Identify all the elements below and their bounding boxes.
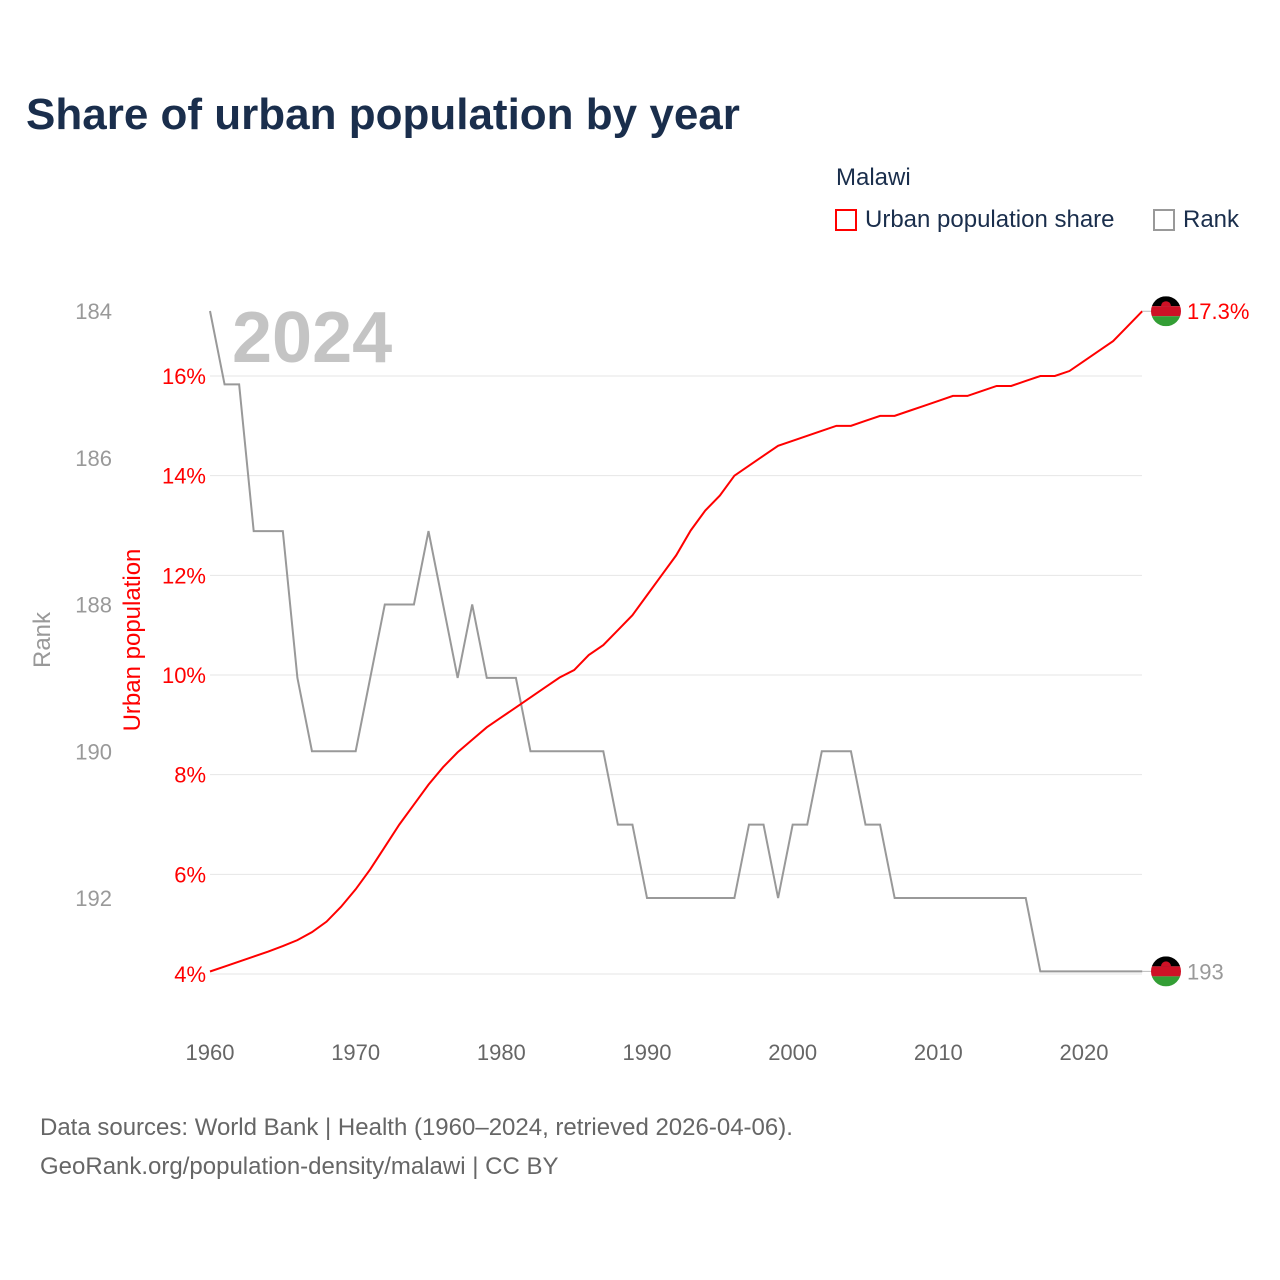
x-tick-label: 1980	[477, 1040, 526, 1065]
y-tick-label: 6%	[174, 862, 206, 887]
chart-area: 2024 4% 6% 8% 10% 12% 14% 16% 184 186 188 190 192 19…	[29, 296, 1249, 1065]
malawi-flag-icon	[1151, 296, 1181, 327]
source-link[interactable]: GeoRank.org/population-density/malawi | …	[40, 1153, 559, 1180]
chart-title: Share of urban population by year	[26, 90, 740, 139]
y2-tick-label: 186	[75, 446, 112, 471]
rank-end-label: 193	[1187, 959, 1224, 984]
x-tick-label: 1990	[623, 1040, 672, 1065]
legend-label: Urban population share	[865, 206, 1115, 233]
x-tick-label: 1970	[331, 1040, 380, 1065]
urban-share-line	[209, 310, 1143, 973]
legend-swatch-rank	[1153, 209, 1175, 231]
rank-line	[209, 310, 1143, 973]
y2-tick-label: 184	[75, 299, 112, 324]
legend-title: Malawi	[836, 164, 911, 191]
y-tick-label: 4%	[174, 962, 206, 987]
y-tick-label: 14%	[162, 464, 206, 489]
x-tick-label: 2020	[1060, 1040, 1109, 1065]
legend-swatch-urban	[835, 209, 857, 231]
year-watermark: 2024	[232, 298, 392, 378]
flag-stripe-green	[1151, 316, 1181, 327]
legend-item-urban[interactable]: Urban population share	[835, 206, 1115, 234]
flag-stripe-green	[1151, 976, 1181, 987]
y-tick-label: 10%	[162, 663, 206, 688]
malawi-flag-icon-rank	[1151, 956, 1181, 987]
flag-stripe-red	[1151, 966, 1181, 977]
legend-item-rank[interactable]: Rank	[1153, 206, 1239, 234]
x-tick-label: 2000	[768, 1040, 817, 1065]
y2-tick-label: 188	[75, 593, 112, 618]
urban-end-label: 17.3%	[1187, 299, 1249, 324]
flag-sun	[1161, 961, 1171, 967]
y2-tick-label: 190	[75, 739, 112, 764]
flag-stripe-black	[1151, 956, 1181, 967]
y2-tick-label: 192	[75, 886, 112, 911]
flag-sun	[1161, 301, 1171, 307]
source-line: Data sources: World Bank | Health (1960–…	[40, 1114, 793, 1141]
y-tick-label: 8%	[174, 763, 206, 788]
y2-axis-label: Rank	[29, 611, 56, 668]
source-note: Data sources: World Bank | Health (1960–…	[40, 1108, 793, 1186]
x-tick-label: 2010	[914, 1040, 963, 1065]
flag-stripe-red	[1151, 306, 1181, 317]
y-tick-label: 12%	[162, 563, 206, 588]
y-tick-label: 16%	[162, 364, 206, 389]
y-axis-label: Urban population	[119, 549, 146, 732]
legend-label: Rank	[1183, 206, 1240, 233]
x-tick-label: 1960	[186, 1040, 235, 1065]
